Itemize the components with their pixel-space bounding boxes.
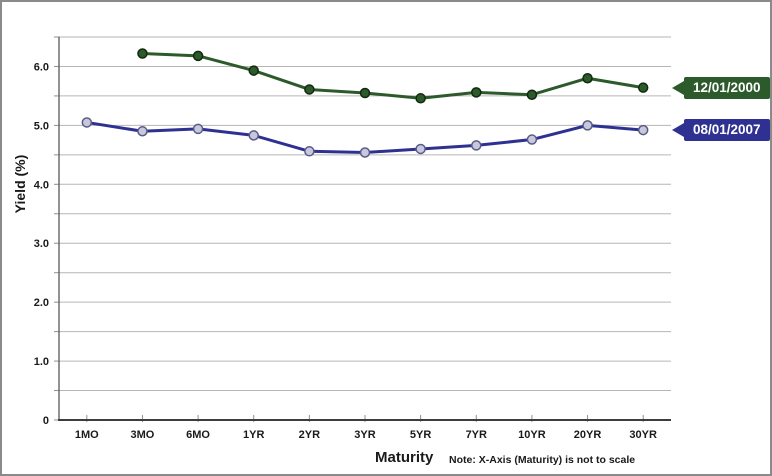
- series-callout-08-01-2007: 08/01/2007: [672, 119, 770, 142]
- series-08-01-2007: [81, 117, 649, 158]
- x-tick-label: 3YR: [354, 429, 375, 441]
- x-tick-label: 5YR: [410, 429, 431, 441]
- x-tick-label: 20YR: [574, 429, 602, 441]
- x-tick-label: 3MO: [131, 429, 155, 441]
- data-point: [192, 123, 204, 135]
- y-axis-title: Yield (%): [12, 154, 28, 214]
- yield-curve-chart: 6.0 5.0 4.0 3.0 2.0 1.0 0 1MO 3MO 6MO 1YR 2YR 3YR 5YR…: [34, 36, 671, 441]
- data-point: [582, 120, 593, 131]
- y-tick-label: 1.0: [34, 356, 49, 368]
- y-tick-label: 4.0: [34, 179, 49, 191]
- y-tick-labels: 6.0 5.0 4.0 3.0 2.0 1.0 0: [34, 61, 49, 427]
- y-tick-label: 6.0: [34, 61, 49, 73]
- series-line: [140, 51, 645, 100]
- x-tick-label: 1YR: [243, 429, 264, 441]
- data-point: [137, 48, 148, 59]
- series-callout-label: 12/01/2000: [684, 76, 770, 99]
- y-tick-label: 0: [43, 415, 49, 427]
- data-point: [359, 87, 371, 99]
- data-point: [415, 143, 426, 155]
- data-point: [137, 126, 148, 137]
- data-point: [359, 147, 371, 158]
- data-point: [304, 146, 315, 157]
- data-point: [248, 130, 259, 141]
- series-callout-label: 08/01/2007: [684, 119, 770, 142]
- x-tick-label: 30YR: [629, 429, 657, 441]
- data-point: [81, 117, 93, 128]
- data-point: [192, 50, 204, 62]
- data-point: [248, 65, 259, 76]
- x-axis-title: Maturity: [375, 449, 434, 466]
- axis-ticks: [54, 36, 644, 422]
- callout-arrow-left-icon: [672, 80, 684, 95]
- x-tick-label: 1MO: [75, 429, 99, 441]
- data-point: [471, 140, 482, 151]
- data-point: [471, 87, 482, 98]
- x-tick-label: 10YR: [518, 429, 546, 441]
- data-point: [582, 72, 593, 84]
- callout-arrow-left-icon: [672, 123, 684, 138]
- y-tick-label: 3.0: [34, 238, 49, 250]
- x-tick-label: 6MO: [186, 429, 210, 441]
- x-tick-labels: 1MO 3MO 6MO 1YR 2YR 3YR 5YR 7YR 10YR 20YR 30YR: [75, 429, 657, 441]
- gridlines: [59, 36, 671, 392]
- x-tick-label: 2YR: [299, 429, 320, 441]
- data-point: [415, 93, 426, 104]
- series-12-01-2000: [137, 48, 649, 104]
- data-point: [526, 134, 538, 145]
- x-tick-label: 7YR: [466, 429, 487, 441]
- data-point: [637, 124, 649, 136]
- series-callout-12-01-2000: 12/01/2000: [672, 76, 770, 99]
- data-point: [637, 82, 649, 93]
- y-tick-label: 2.0: [34, 297, 49, 309]
- data-point: [526, 89, 538, 100]
- y-tick-label: 5.0: [34, 120, 49, 132]
- x-axis-note: Note: X-Axis (Maturity) is not to scale: [449, 454, 636, 466]
- data-point: [304, 84, 315, 95]
